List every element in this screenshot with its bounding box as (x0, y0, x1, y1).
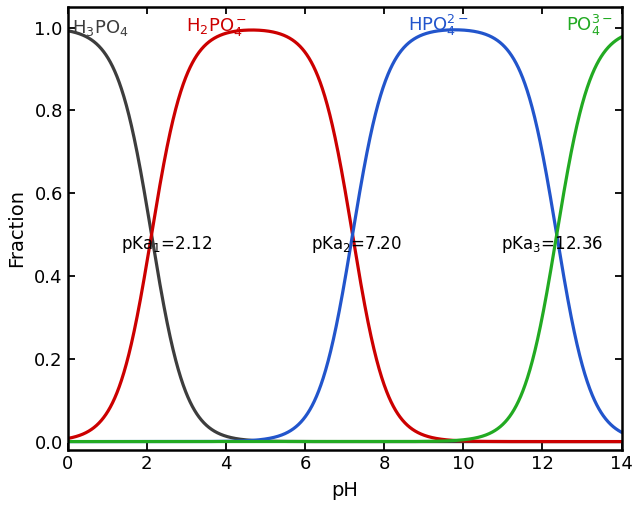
Text: H$_2$PO$_4^-$: H$_2$PO$_4^-$ (186, 16, 248, 38)
Text: pKa$_3$=12.36: pKa$_3$=12.36 (501, 234, 603, 255)
X-axis label: pH: pH (331, 481, 358, 500)
Text: H$_3$PO$_4$: H$_3$PO$_4$ (72, 18, 129, 38)
Text: HPO$_4^{2-}$: HPO$_4^{2-}$ (408, 13, 468, 38)
Text: PO$_4^{3-}$: PO$_4^{3-}$ (566, 13, 613, 38)
Text: pKa$_2$=7.20: pKa$_2$=7.20 (311, 234, 402, 255)
Text: pKa$_1$=2.12: pKa$_1$=2.12 (121, 234, 212, 255)
Y-axis label: Fraction: Fraction (7, 190, 26, 267)
